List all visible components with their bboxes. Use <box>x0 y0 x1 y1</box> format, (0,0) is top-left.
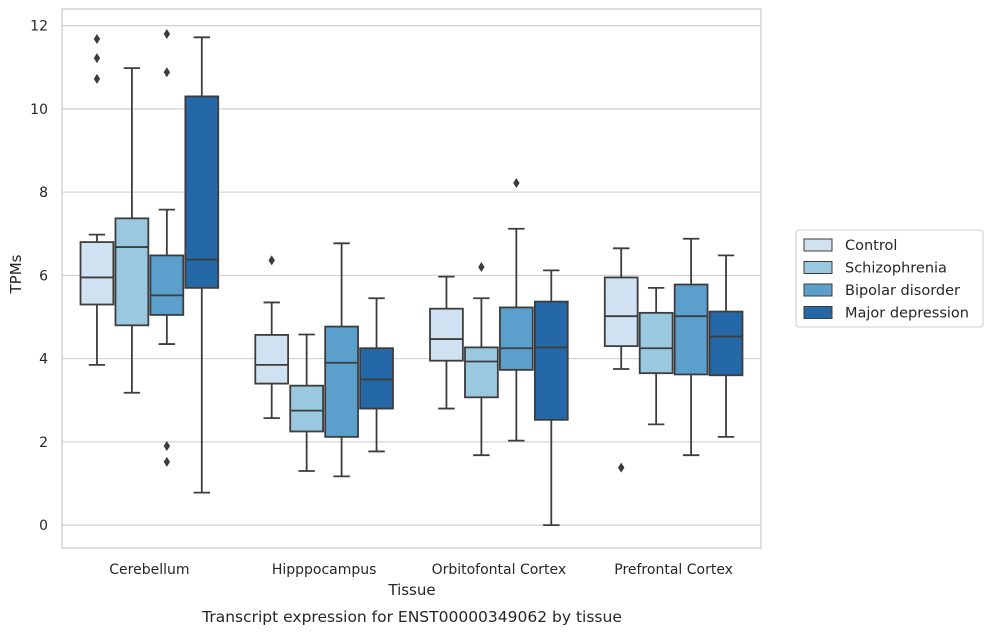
outlier-point <box>163 28 171 39</box>
y-axis-ticks: 0 2 4 6 8 10 12 <box>30 19 48 534</box>
y-tick-label: 0 <box>39 518 48 534</box>
box-iqr <box>708 310 744 377</box>
y-tick-label: 8 <box>39 185 48 201</box>
box-0-1 <box>114 67 150 394</box>
legend-swatch <box>803 238 833 252</box>
x-axis-label: Tissue <box>387 581 435 599</box>
legend-swatch <box>803 306 833 319</box>
box-1-1 <box>289 333 324 472</box>
x-tick-label: Hipppocampus <box>272 562 377 578</box>
box-iqr <box>289 384 324 433</box>
legend-label: Control <box>845 238 897 254</box>
box-iqr <box>603 276 639 348</box>
plot-frame <box>61 8 762 549</box>
outlier-point <box>93 73 101 84</box>
box-iqr <box>673 283 709 376</box>
box-iqr <box>499 306 534 371</box>
box-1-2 <box>324 242 359 478</box>
y-tick-label: 10 <box>30 102 48 118</box>
box-3-3 <box>708 254 744 438</box>
box-iqr <box>114 217 150 327</box>
outlier-point <box>513 177 520 188</box>
legend-item: Schizophrenia <box>803 261 947 277</box>
outlier-point <box>268 255 275 266</box>
y-tick-label: 6 <box>39 268 48 284</box>
legend-label: Major depression <box>845 306 969 322</box>
x-tick-label: Orbitofontal Cortex <box>432 562 567 578</box>
y-tick-label: 2 <box>39 435 48 451</box>
box-2-2 <box>499 177 534 442</box>
legend-swatch <box>803 283 833 297</box>
box-iqr <box>149 254 185 316</box>
outlier-point <box>93 33 101 44</box>
box-iqr <box>638 311 674 375</box>
outlier-point <box>163 456 171 467</box>
box-3-0 <box>603 247 639 473</box>
x-tick-label: Cerebellum <box>109 562 189 578</box>
box-iqr <box>254 333 290 385</box>
box-iqr <box>359 347 394 410</box>
legend-item: Control <box>803 238 897 254</box>
x-tick-label: Prefrontal Cortex <box>614 562 733 578</box>
box-iqr <box>184 95 220 289</box>
box-0-0 <box>79 33 115 366</box>
box-iqr <box>79 241 115 306</box>
x-axis-ticks: Cerebellum Hipppocampus Orbitofontal Corte… <box>109 562 733 578</box>
outlier-point <box>618 462 625 473</box>
y-axis-label: TPMs <box>7 254 25 294</box>
box-0-3 <box>184 36 220 494</box>
box-3-1 <box>638 286 674 426</box>
legend-label: Bipolar disorder <box>845 283 960 299</box>
box-iqr <box>429 307 464 362</box>
box-2-0 <box>429 275 464 410</box>
box-iqr <box>324 325 359 438</box>
box-1-3 <box>359 297 394 453</box>
outlier-point <box>93 53 101 64</box>
legend-item: Major depression <box>803 306 969 322</box>
chart-caption: Transcript expression for ENST0000034906… <box>201 608 622 626</box>
box-0-2 <box>149 28 185 467</box>
legend-label: Schizophrenia <box>845 261 947 277</box>
legend: Control Schizophrenia Bipolar disorder Majo… <box>795 229 984 328</box>
box-2-1 <box>464 262 499 457</box>
box-series <box>79 28 744 527</box>
box-iqr <box>533 300 569 421</box>
outlier-point <box>478 262 485 273</box>
legend-item: Bipolar disorder <box>803 283 960 299</box>
y-tick-label: 12 <box>30 19 48 35</box>
legend-frame <box>795 229 984 328</box>
box-iqr <box>464 346 499 399</box>
legend-swatch <box>803 261 833 274</box>
outlier-point <box>163 441 171 452</box>
y-tick-label: 4 <box>39 352 48 368</box>
outlier-point <box>163 67 171 78</box>
box-2-3 <box>533 269 569 527</box>
box-1-0 <box>254 255 290 420</box>
box-3-2 <box>673 237 709 457</box>
